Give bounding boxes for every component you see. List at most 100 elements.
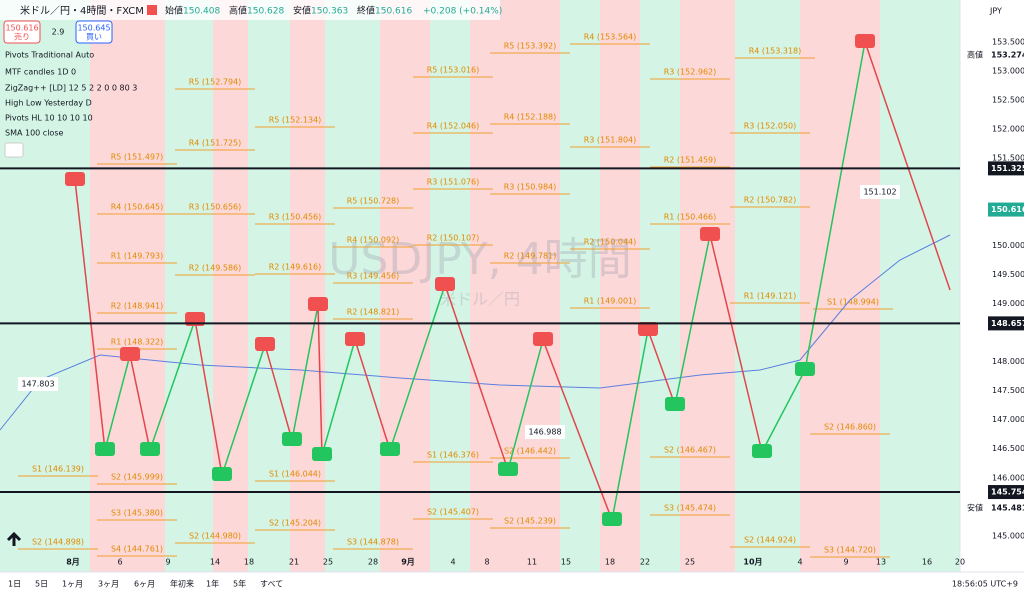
- pivot-label: S2 (144.980): [189, 532, 241, 541]
- band: [90, 0, 165, 572]
- pivot-label: R2 (148.941): [111, 302, 164, 311]
- spread: 2.9: [52, 28, 65, 37]
- range-button[interactable]: 6ヶ月: [134, 580, 155, 589]
- indicator[interactable]: Pivots Traditional Auto: [5, 51, 94, 60]
- pivot-tag: [795, 362, 815, 376]
- time-tick: 18: [244, 558, 254, 567]
- price-marker: [988, 316, 1024, 331]
- pivot-tag: [752, 444, 772, 458]
- zigzag: [864, 41, 951, 291]
- range-button[interactable]: 5年: [233, 579, 246, 589]
- price-marker-text: 153.274: [991, 51, 1024, 60]
- pivot-tag: [700, 227, 720, 241]
- pivot-tag: [533, 332, 553, 346]
- buy-button[interactable]: [75, 20, 113, 44]
- symbol: 米ドル／円・4時間・FXCM: [20, 4, 144, 17]
- zigzag: [761, 369, 806, 453]
- band: [165, 0, 213, 572]
- clock: 18:56:05 UTC+9: [952, 580, 1018, 589]
- pivot-label: S4 (144.761): [111, 545, 163, 554]
- pivot-label: R2 (150.044): [584, 238, 637, 247]
- time-tick: 22: [640, 558, 650, 567]
- price-tick: 151.500: [992, 154, 1024, 163]
- band: [640, 0, 680, 572]
- pivot-label: R2 (150.782): [744, 196, 797, 205]
- price-tick: 146.000: [992, 473, 1024, 482]
- pivot-tag: [638, 322, 658, 336]
- ohlc-close: 150.616: [375, 7, 412, 17]
- sell-text: 売り: [14, 32, 30, 42]
- price-tick: 150.000: [992, 241, 1024, 250]
- pivot-label: R5 (152.134): [269, 116, 322, 125]
- pivot-label: R3 (150.984): [504, 183, 557, 192]
- ohlc-high-label: 高値: [229, 5, 247, 17]
- sell-price: 150.616: [5, 24, 38, 33]
- price-tick: 147.000: [992, 415, 1024, 424]
- indicator[interactable]: MTF candles 1D 0: [5, 68, 76, 77]
- zigzag: [507, 339, 544, 471]
- value-label-box: [860, 185, 900, 199]
- pivot-tag: [120, 347, 140, 361]
- pivot-label: R3 (152.962): [664, 68, 717, 77]
- pivot-tag: [95, 442, 115, 456]
- ohlc-open-label: 始値: [165, 5, 183, 17]
- range-button[interactable]: 1日: [8, 580, 21, 589]
- pivot-tag: [212, 467, 232, 481]
- indicator[interactable]: ZigZag++ [LD] 12 5 2 2 0 0 80 3: [5, 84, 137, 93]
- zigzag: [444, 284, 509, 471]
- range-button[interactable]: 1ヶ月: [62, 580, 83, 589]
- time-tick: 9: [165, 558, 170, 567]
- zigzag: [389, 284, 446, 451]
- indicator[interactable]: Pivots HL 10 10 10 10: [5, 114, 93, 123]
- price-tick: 152.000: [992, 125, 1024, 134]
- band: [470, 0, 560, 572]
- price-tick: 147.500: [992, 386, 1024, 395]
- pivot-label: R1 (149.121): [744, 292, 797, 301]
- band: [680, 0, 735, 572]
- pivot-label: R2 (149.781): [504, 252, 557, 261]
- value-label: 151.102: [863, 188, 896, 197]
- price-tick: 149.000: [992, 299, 1024, 308]
- pivot-label: R3 (151.804): [584, 136, 637, 145]
- range-button[interactable]: 3ヶ月: [98, 580, 119, 589]
- pivot-label: S2 (146.442): [504, 447, 556, 456]
- pivot-label: R4 (151.725): [189, 139, 242, 148]
- zigzag: [317, 304, 323, 456]
- time-tick: 18: [605, 558, 615, 567]
- range-button[interactable]: 年初来: [170, 579, 194, 589]
- zigzag: [709, 234, 763, 453]
- indicator[interactable]: SMA 100 close: [5, 129, 63, 138]
- pivot-label: R4 (152.046): [427, 122, 480, 131]
- pivot-label: R1 (148.322): [111, 338, 164, 347]
- band: [600, 0, 640, 572]
- pivot-label: R3 (150.656): [189, 203, 242, 212]
- zigzag: [321, 339, 356, 456]
- pivot-label: S1 (148.994): [827, 298, 879, 307]
- pivot-tag: [255, 337, 275, 351]
- range-button[interactable]: 5日: [35, 580, 48, 589]
- time-tick: 15: [561, 558, 571, 567]
- ohlc-low: 150.363: [311, 7, 348, 17]
- pivot-label: R4 (153.318): [749, 47, 802, 56]
- pivot-label: R2 (150.107): [427, 234, 480, 243]
- collapse-button[interactable]: [4, 142, 24, 158]
- sell-button[interactable]: [3, 20, 41, 44]
- sma-line: [0, 234, 951, 431]
- indicator[interactable]: High Low Yesterday D: [5, 99, 92, 108]
- time-tick: 9: [843, 558, 848, 567]
- zigzag: [354, 339, 391, 451]
- pivot-tag: [380, 442, 400, 456]
- zigzag: [104, 354, 131, 451]
- pivot-label: S2 (145.204): [269, 519, 321, 528]
- pivot-label: R3 (151.076): [427, 178, 480, 187]
- pivot-label: S3 (145.474): [664, 504, 716, 513]
- time-tick: 16: [922, 558, 932, 567]
- range-button[interactable]: 1年: [206, 579, 219, 589]
- range-button[interactable]: すべて: [260, 580, 283, 589]
- pivot-label: S2 (145.999): [111, 473, 163, 482]
- pivot-label: S2 (144.898): [32, 538, 84, 547]
- price-marker: [988, 500, 1024, 515]
- price-tick: 152.500: [992, 96, 1024, 105]
- pivot-label: R4 (150.092): [347, 236, 400, 245]
- zigzag: [194, 319, 223, 476]
